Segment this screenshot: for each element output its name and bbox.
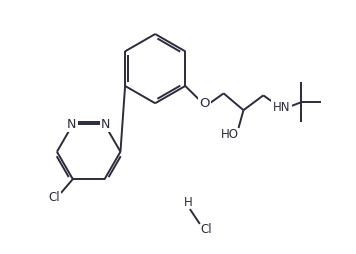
Text: H: H — [184, 196, 192, 209]
Text: O: O — [200, 97, 210, 110]
Text: Cl: Cl — [48, 192, 60, 204]
Text: N: N — [67, 118, 77, 131]
Text: N: N — [101, 118, 110, 131]
Text: HO: HO — [221, 129, 239, 141]
Text: Cl: Cl — [200, 223, 211, 236]
Text: HN: HN — [272, 101, 290, 114]
